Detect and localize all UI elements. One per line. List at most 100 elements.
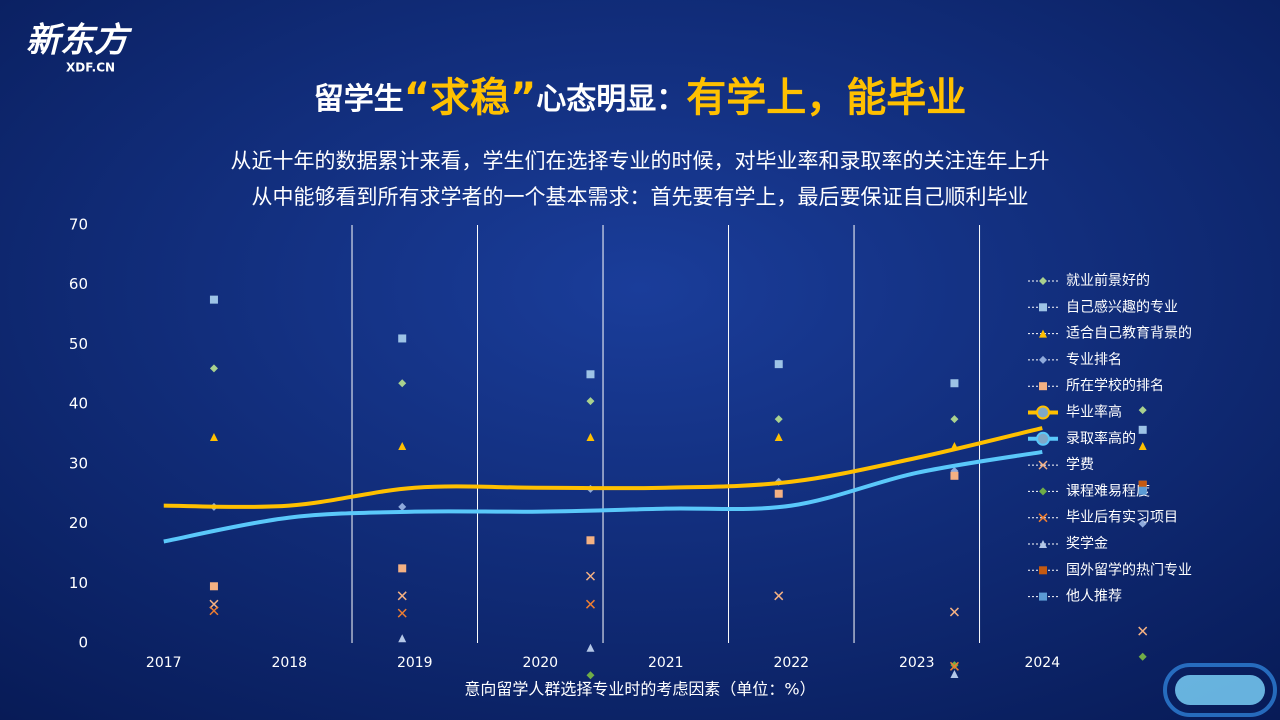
marker	[586, 370, 595, 379]
plot: 0 10 20 30 40 50 60 70 2017 2018 2019 2020 2021 2022 2…	[69, 216, 1192, 680]
logo: 新东方	[26, 21, 133, 61]
marker	[209, 432, 218, 441]
y-tick-label: 50	[69, 335, 88, 353]
title-part: “求稳”	[404, 75, 537, 121]
marker	[398, 634, 407, 643]
x-tick-label: 2018	[271, 655, 307, 671]
marker	[1138, 519, 1147, 528]
marker	[586, 536, 595, 545]
y-tick-label: 60	[69, 275, 88, 293]
marker	[774, 415, 783, 424]
marker	[586, 397, 595, 406]
marker	[1039, 277, 1047, 285]
marker	[774, 432, 783, 441]
decoration	[1175, 675, 1265, 705]
marker	[950, 415, 959, 424]
marker	[585, 599, 596, 609]
y-tick-label: 40	[69, 395, 88, 413]
marker	[585, 571, 596, 581]
legend-label: 所在学校的排名	[1066, 377, 1164, 394]
marker	[949, 661, 959, 671]
marker	[1039, 355, 1047, 364]
line	[163, 426, 1043, 509]
marker	[1039, 382, 1047, 391]
y-tick-label: 0	[78, 634, 88, 652]
legend-label: 毕业率高	[1066, 404, 1122, 421]
marker	[950, 670, 959, 679]
title: 留学生“求稳”心态明显：有学上，能毕业	[314, 75, 967, 121]
marker	[1038, 513, 1048, 523]
marker	[586, 643, 595, 652]
x-tick-label: 2023	[899, 655, 935, 671]
marker	[1039, 329, 1047, 338]
subtitle: 从近十年的数据累计来看，学生们在选择专业的时候，对毕业率和录取率的关注连年上升	[231, 149, 1050, 173]
marker	[1138, 626, 1148, 636]
marker	[774, 489, 783, 498]
logo-sub: XDF.CN	[66, 61, 115, 75]
marker	[398, 441, 407, 450]
legend-label: 他人推荐	[1066, 589, 1122, 605]
legend-label: 专业排名	[1066, 352, 1122, 368]
marker	[1038, 460, 1048, 470]
marker	[586, 432, 595, 441]
marker	[1138, 480, 1147, 489]
marker	[209, 582, 218, 591]
y-tick-label: 70	[69, 216, 88, 234]
marker	[1036, 431, 1050, 446]
x-tick-label: 2022	[773, 655, 809, 671]
legend-label: 国外留学的热门专业	[1066, 562, 1192, 578]
marker	[1138, 441, 1147, 450]
marker	[1039, 303, 1047, 312]
marker	[1039, 540, 1047, 548]
x-tick-label: 2017	[146, 655, 182, 671]
legend-label: 课程难易程度	[1066, 483, 1150, 499]
marker	[397, 591, 407, 601]
marker	[398, 379, 407, 388]
x-tick-label: 2020	[522, 655, 558, 671]
legend-label: 适合自己教育背景的	[1066, 326, 1192, 342]
marker	[1138, 425, 1147, 434]
legend-label: 奖学金	[1066, 535, 1108, 552]
marker	[950, 471, 959, 480]
marker	[398, 502, 407, 511]
marker	[1039, 592, 1047, 601]
decoration	[1163, 663, 1277, 717]
legend-label: 自己感兴趣的专业	[1066, 298, 1178, 315]
marker	[1138, 652, 1147, 661]
marker	[209, 606, 219, 616]
x-tick-label: 2024	[1024, 655, 1060, 671]
title-part: 有学上，能毕业	[686, 75, 966, 121]
marker	[209, 295, 218, 304]
subtitle: 从中能够看到所有求学者的一个基本需求：首先要有学上，最后要保证自己顺利毕业	[252, 185, 1029, 209]
legend-label: 学费	[1066, 457, 1094, 473]
marker	[774, 591, 784, 601]
x-tick-label: 2021	[648, 655, 684, 671]
legend-label: 就业前景好的	[1066, 272, 1150, 289]
y-tick-label: 20	[69, 514, 88, 532]
legend-label: 录取率高的	[1066, 430, 1136, 447]
y-tick-label: 10	[69, 574, 88, 592]
y-tick-label: 30	[69, 454, 88, 472]
marker	[209, 364, 218, 373]
marker	[1039, 566, 1047, 575]
title-part: 心态明显：	[536, 82, 686, 117]
marker	[398, 334, 407, 343]
marker	[209, 599, 219, 609]
title-part: 留学生	[314, 82, 404, 117]
marker	[1138, 486, 1147, 495]
marker	[1138, 406, 1147, 415]
marker	[397, 608, 407, 618]
marker	[398, 564, 407, 573]
marker	[774, 360, 783, 369]
marker	[950, 379, 959, 388]
marker	[1039, 487, 1047, 496]
legend-label: 毕业后有实习项目	[1066, 510, 1178, 526]
x-tick-label: 2019	[397, 655, 433, 671]
marker	[949, 607, 959, 617]
line	[163, 449, 1043, 544]
marker	[586, 671, 595, 680]
marker	[1036, 405, 1050, 420]
